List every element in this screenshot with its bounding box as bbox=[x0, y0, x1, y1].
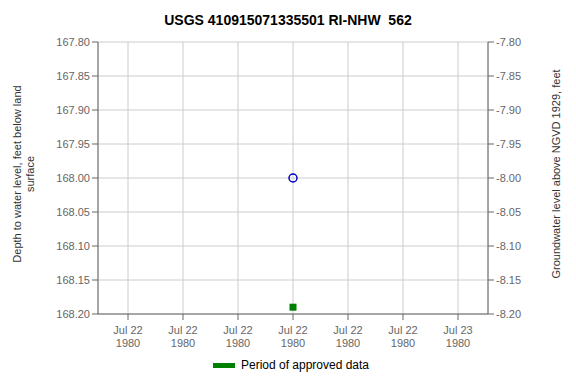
svg-text:-8.20: -8.20 bbox=[496, 308, 521, 320]
svg-text:Jul 221980: Jul 221980 bbox=[168, 324, 197, 349]
svg-text:168.20: 168.20 bbox=[56, 308, 90, 320]
svg-text:168.00: 168.00 bbox=[56, 172, 90, 184]
html-text:Groundwater level above NGVD 1: Groundwater level above NGVD 1929, feet bbox=[549, 69, 562, 279]
html-text:Depth to water level, feet bel: Depth to water level, feet below land su… bbox=[11, 85, 36, 263]
svg-text:Jul 221980: Jul 221980 bbox=[223, 324, 252, 349]
svg-text:Jul 221980: Jul 221980 bbox=[113, 324, 142, 349]
svg-text:168.10: 168.10 bbox=[56, 240, 90, 252]
svg-text:-8.10: -8.10 bbox=[496, 240, 521, 252]
html-text:USGS 410915071335501 RI-NHW 56: USGS 410915071335501 RI-NHW 562 bbox=[164, 12, 412, 28]
svg-text:Jul 221980: Jul 221980 bbox=[333, 324, 362, 349]
svg-text:167.95: 167.95 bbox=[56, 138, 90, 150]
svg-text:-7.90: -7.90 bbox=[496, 104, 521, 116]
svg-text:Jul 221980: Jul 221980 bbox=[388, 324, 417, 349]
html-text:Period of approved data: Period of approved data bbox=[241, 358, 369, 372]
svg-text:-7.85: -7.85 bbox=[496, 70, 521, 82]
svg-text:Jul 231980: Jul 231980 bbox=[443, 324, 472, 349]
svg-text:167.85: 167.85 bbox=[56, 70, 90, 82]
svg-text:Jul 221980: Jul 221980 bbox=[278, 324, 307, 349]
svg-text:-8.00: -8.00 bbox=[496, 172, 521, 184]
svg-text:167.80: 167.80 bbox=[56, 36, 90, 48]
svg-text:-7.80: -7.80 bbox=[496, 36, 521, 48]
svg-text:-7.95: -7.95 bbox=[496, 138, 521, 150]
svg-text:-8.15: -8.15 bbox=[496, 274, 521, 286]
svg-text:-8.05: -8.05 bbox=[496, 206, 521, 218]
svg-text:168.15: 168.15 bbox=[56, 274, 90, 286]
svg-text:167.90: 167.90 bbox=[56, 104, 90, 116]
svg-text:168.05: 168.05 bbox=[56, 206, 90, 218]
